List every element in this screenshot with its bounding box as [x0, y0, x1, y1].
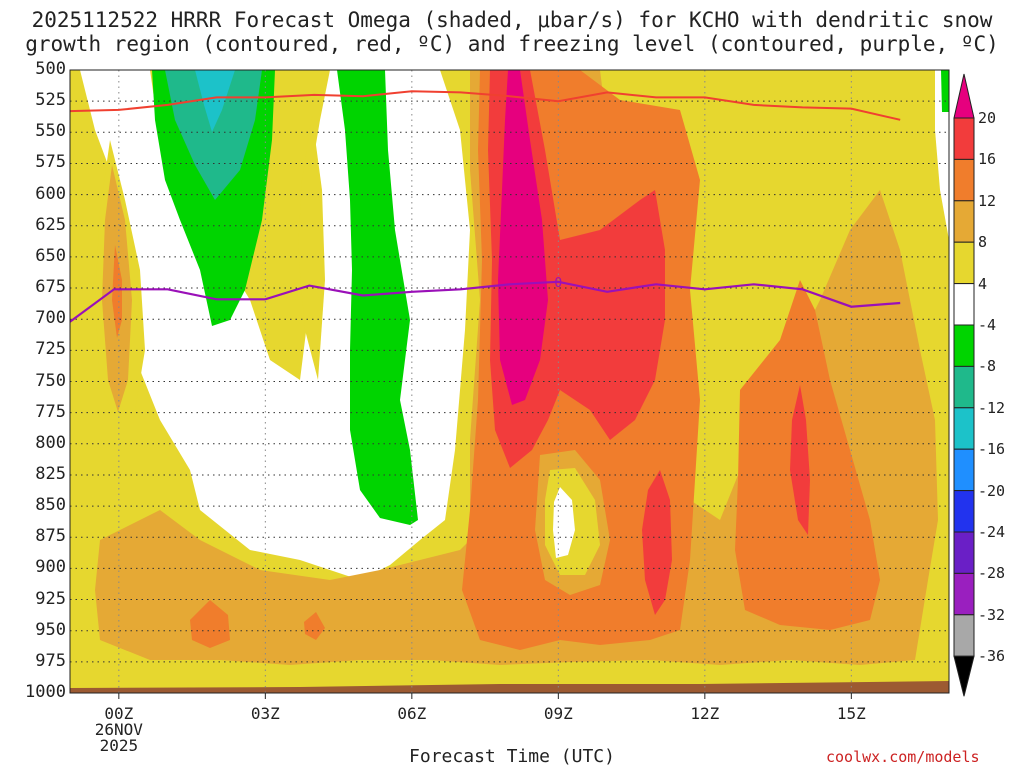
- plot-frame: [69, 69, 950, 694]
- colorbar: [953, 73, 975, 697]
- y-tick-label: 925: [35, 588, 66, 609]
- credit-link[interactable]: coolwx.com/models: [826, 748, 980, 766]
- colorbar-label: 8: [978, 233, 988, 252]
- colorbar-label: 12: [978, 191, 997, 210]
- colorbar-segment: [953, 158, 975, 202]
- omega-green-right-sliver-2: [941, 70, 949, 112]
- y-tick-label: 700: [35, 308, 66, 329]
- colorbar-label: -36: [978, 647, 1006, 666]
- colorbar-segment: [953, 407, 975, 450]
- y-tick-label: 850: [35, 495, 66, 516]
- chart-title-line2: growth region (contoured, red, ºC) and f…: [25, 32, 999, 56]
- omega-white-right-edge: [935, 70, 949, 240]
- y-tick-label: 1000: [25, 682, 66, 702]
- omega-magenta-core: [498, 70, 548, 405]
- colorbar-label: 20: [978, 109, 997, 127]
- x-tick-label: 09Z: [543, 704, 573, 723]
- dendritic-growth-contour: [69, 90, 901, 121]
- colorbar-label: -28: [978, 564, 1006, 583]
- colorbar-segment: [953, 614, 975, 657]
- y-tick-label: 950: [35, 619, 66, 640]
- y-tick-label: 625: [35, 214, 66, 235]
- omega-green-region-2: [337, 70, 418, 525]
- omega-orange-bottom-mid: [304, 612, 325, 640]
- chart-title-line1: 2025112522 HRRR Forecast Omega (shaded, …: [31, 8, 993, 32]
- y-tick-label: 675: [35, 277, 66, 298]
- y-tick-label: 775: [35, 401, 66, 422]
- x-tick-date-label: 26NOV: [94, 720, 143, 739]
- x-axis-title: Forecast Time (UTC): [409, 746, 615, 767]
- colorbar-segment: [953, 117, 975, 160]
- colorbar-label: -12: [978, 398, 1006, 417]
- x-tick-label: 12Z: [690, 704, 720, 723]
- x-tick-year-label: 2025: [99, 736, 139, 755]
- y-tick-label: 525: [35, 90, 66, 111]
- ground-terrain: [70, 681, 949, 693]
- colorbar-segment: [953, 531, 975, 574]
- x-tick-label: 03Z: [250, 704, 280, 723]
- colorbar-segment: [953, 200, 975, 243]
- colorbar-label: 4: [978, 274, 988, 293]
- colorbar-label: -20: [978, 481, 1006, 500]
- omega-yellow-tongue-mid: [298, 115, 325, 380]
- colorbar-segment: [953, 365, 975, 409]
- colorbar-label: -16: [978, 440, 1006, 459]
- colorbar-segment: [953, 490, 975, 533]
- freezing-level-contour: [69, 280, 901, 323]
- colorbar-label: -4: [978, 316, 997, 334]
- y-tick-label: 600: [35, 183, 66, 204]
- omega-orange-left-core: [112, 245, 122, 338]
- omega-orange-bottom-left: [190, 600, 230, 648]
- y-tick-label: 800: [35, 432, 66, 453]
- x-tick-label: 00Z: [104, 704, 134, 723]
- y-tick-label: 575: [35, 152, 66, 173]
- x-tick-label: 06Z: [397, 704, 427, 723]
- y-tick-label: 750: [35, 370, 66, 391]
- colorbar-segment: [953, 572, 975, 616]
- colorbar-label: -24: [978, 523, 1006, 541]
- y-tick-label: 875: [35, 526, 66, 547]
- y-tick-label: 550: [35, 121, 66, 142]
- colorbar-top-arrow: [953, 73, 975, 119]
- omega-cyan-region-1: [195, 70, 235, 132]
- y-tick-label: 975: [35, 650, 66, 671]
- colorbar-segment: [953, 241, 975, 285]
- colorbar-label: 16: [978, 150, 997, 169]
- colorbar-label: -8: [978, 357, 997, 376]
- omega-shading: [80, 70, 949, 665]
- colorbar-segment: [953, 448, 975, 492]
- x-tick-label: 15Z: [836, 704, 866, 723]
- colorbar-bottom-arrow: [953, 655, 975, 697]
- colorbar-segment: [953, 283, 975, 326]
- y-tick-label: 500: [35, 59, 66, 79]
- colorbar-segment: [953, 324, 975, 367]
- freezing-level-label: 0: [554, 276, 562, 291]
- y-tick-label: 650: [35, 245, 66, 266]
- y-tick-label: 900: [35, 557, 66, 578]
- y-tick-label: 825: [35, 463, 66, 484]
- y-tick-label: 725: [35, 339, 66, 360]
- omega-red-right-core: [790, 385, 810, 535]
- colorbar-label: -32: [978, 605, 1006, 624]
